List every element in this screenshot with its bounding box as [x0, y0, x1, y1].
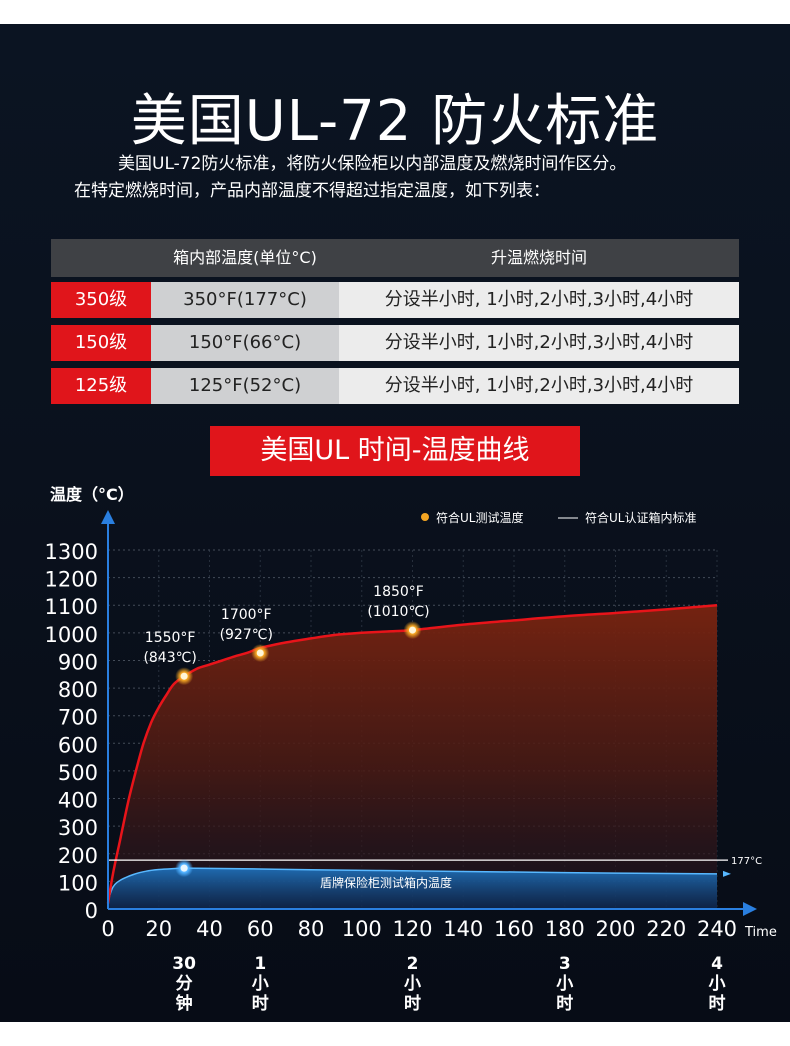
inner-series-label: 盾牌保险柜测试箱内温度: [320, 875, 452, 890]
time-mark-label: 分: [176, 974, 193, 994]
x-axis-arrow: [743, 902, 757, 916]
data-point-sublabel: (843℃): [143, 650, 196, 666]
table-row: 150级 150°F(66°C) 分设半小时, 1小时,2小时,3小时,4小时: [51, 325, 739, 361]
reference-line-label: 177°C: [731, 856, 762, 867]
test-temperature-area: [108, 605, 717, 909]
table-row: 125级 125°F(52°C) 分设半小时, 1小时,2小时,3小时,4小时: [51, 368, 739, 404]
time-mark-label: 1: [254, 954, 266, 974]
temp-cell: 125°F(52°C): [151, 368, 339, 404]
poster-panel: 美国UL-72 防火标准 美国UL-72防火标准，将防火保险柜以内部温度及燃烧时…: [0, 24, 790, 1022]
y-tick-label: 500: [58, 761, 98, 785]
time-mark-label: 小: [709, 974, 726, 994]
data-point-label: 1700°F: [221, 607, 272, 623]
x-tick-label: 20: [145, 917, 172, 941]
x-tick-label: 160: [494, 917, 534, 941]
table-row: 350级 350°F(177°C) 分设半小时, 1小时,2小时,3小时,4小时: [51, 282, 739, 318]
y-tick-label: 100: [58, 871, 98, 895]
x-tick-label: 40: [196, 917, 223, 941]
time-mark-label: 时: [252, 994, 269, 1014]
intro-line-2: 在特定燃烧时间，产品内部温度不得超过指定温度，如下列表：: [74, 181, 550, 201]
intro-line-1: 美国UL-72防火标准，将防火保险柜以内部温度及燃烧时间作区分。: [118, 154, 627, 174]
y-axis-arrow: [101, 510, 115, 524]
x-tick-label: 100: [342, 917, 382, 941]
time-mark-label: 3: [559, 954, 571, 974]
x-tick-label: 180: [545, 917, 585, 941]
time-mark-label: 时: [556, 994, 573, 1014]
y-tick-label: 200: [58, 844, 98, 868]
y-tick-label: 1200: [45, 568, 98, 592]
time-cell: 分设半小时, 1小时,2小时,3小时,4小时: [339, 368, 739, 404]
temp-cell: 350°F(177°C): [151, 282, 339, 318]
area-layer: [106, 603, 718, 909]
x-tick-label: 60: [247, 917, 274, 941]
time-mark-label: 钟: [176, 993, 193, 1014]
data-point-sublabel: (927℃): [220, 627, 273, 643]
y-tick-label: 400: [58, 789, 98, 813]
legend-label-test: 符合UL测试温度: [436, 510, 523, 525]
x-tick-label: 80: [298, 917, 325, 941]
y-tick-label: 1100: [45, 595, 98, 619]
legend-label-inner: 符合UL认证箱内标准: [585, 510, 696, 525]
time-mark-label: 小: [252, 974, 269, 994]
y-axis-title: 温度（°C）: [49, 485, 134, 504]
y-tick-label: 800: [58, 678, 98, 702]
y-tick-label: 600: [58, 733, 98, 757]
legend-marker-test: [421, 513, 429, 521]
table-header-time: 升温燃烧时间: [490, 248, 587, 267]
grade-cell: 350级: [51, 282, 151, 318]
time-mark-label: 时: [404, 994, 421, 1014]
x-axis-title: Time: [744, 925, 777, 940]
label-layer: 177°C01002003004005006007008009001000110…: [45, 485, 777, 1014]
inner-temperature-line: [107, 867, 718, 901]
y-tick-label: 300: [58, 816, 98, 840]
time-mark-label: 小: [556, 974, 573, 994]
y-tick-label: 0: [85, 899, 98, 923]
page-title: 美国UL-72 防火标准: [130, 89, 660, 154]
time-cell: 分设半小时, 1小时,2小时,3小时,4小时: [339, 282, 739, 318]
temp-cell: 150°F(66°C): [151, 325, 339, 361]
x-tick-label: 200: [595, 917, 635, 941]
x-tick-label: 120: [392, 917, 432, 941]
grade-cell: 125级: [51, 368, 151, 404]
time-mark-label: 时: [709, 994, 726, 1014]
table-header-temp: 箱内部温度(单位°C): [173, 248, 317, 267]
data-point-label: 1850°F: [373, 584, 424, 600]
y-tick-label: 900: [58, 650, 98, 674]
data-point: [180, 864, 188, 872]
time-mark-label: 4: [711, 954, 723, 974]
x-tick-label: 240: [697, 917, 737, 941]
x-tick-label: 220: [646, 917, 686, 941]
test-temperature-line: [106, 603, 718, 904]
y-tick-label: 1300: [45, 540, 98, 564]
inner-temperature-area: [108, 868, 717, 909]
axes-layer: [101, 510, 757, 916]
chart-section-title: 美国UL 时间-温度曲线: [210, 426, 580, 476]
inner-series-arrow: [723, 870, 731, 877]
data-point: [180, 672, 188, 680]
time-mark-label: 小: [404, 974, 421, 994]
data-point: [256, 649, 264, 657]
point-layer: [175, 621, 422, 878]
y-tick-label: 1000: [45, 623, 98, 647]
time-mark-label: 2: [407, 954, 419, 974]
time-cell: 分设半小时, 1小时,2小时,3小时,4小时: [339, 325, 739, 361]
x-tick-label: 0: [101, 917, 114, 941]
y-tick-label: 700: [58, 706, 98, 730]
time-mark-label: 30: [172, 954, 196, 974]
data-point-label: 1550°F: [145, 630, 196, 646]
grade-cell: 150级: [51, 325, 151, 361]
table-header: 箱内部温度(单位°C) 升温燃烧时间: [51, 239, 739, 277]
data-point-sublabel: (1010℃): [367, 604, 429, 620]
x-tick-label: 140: [443, 917, 483, 941]
data-point: [409, 626, 416, 634]
time-temperature-chart: 177°C01002003004005006007008009001000110…: [45, 485, 777, 1014]
